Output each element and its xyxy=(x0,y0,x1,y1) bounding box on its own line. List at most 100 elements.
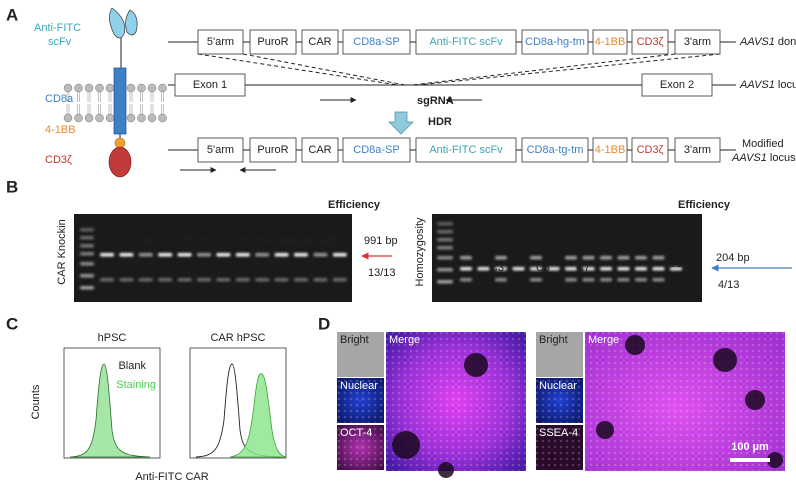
lane-label: C5 xyxy=(178,235,192,247)
efficiency-title: Efficiency xyxy=(678,199,731,211)
gel-band xyxy=(274,253,289,257)
construct-element: CD8a-SP xyxy=(353,36,399,48)
gel-band xyxy=(80,274,94,278)
gel-band xyxy=(80,252,94,256)
construct-box xyxy=(197,137,244,163)
construct-label: AAVS1 donor xyxy=(739,36,796,48)
lipid-head xyxy=(105,83,115,93)
lipid-head xyxy=(84,113,94,123)
gel-band xyxy=(197,278,211,282)
panel-label: A xyxy=(6,5,18,24)
lipid-head xyxy=(158,113,167,123)
gel-band xyxy=(530,256,542,260)
sgrna-label: sgRNA xyxy=(417,95,454,107)
gel-band xyxy=(582,278,595,282)
gel-band xyxy=(437,230,453,234)
panel-label: B xyxy=(6,177,18,196)
gel-band xyxy=(80,286,94,290)
band-size: 204 bp xyxy=(716,252,750,264)
gel-band xyxy=(80,262,94,266)
colony-gap xyxy=(438,462,454,478)
construct-element: 4-1BB xyxy=(595,144,626,156)
construct-box xyxy=(674,137,721,163)
gel-bands xyxy=(80,228,347,290)
channel-label: Bright xyxy=(340,334,369,346)
construct-element: 3'arm xyxy=(684,144,711,156)
lipid-head xyxy=(74,83,83,93)
lipid-head xyxy=(84,83,94,93)
cell-texture xyxy=(337,378,384,423)
construct-element: CD3ζ xyxy=(637,144,664,156)
gel-band xyxy=(635,267,647,271)
gel-band xyxy=(495,256,507,260)
construct-box xyxy=(521,137,589,163)
gel-band xyxy=(255,253,270,257)
receptor-label: CD3ζ xyxy=(45,154,72,166)
micrograph-tile xyxy=(337,332,384,377)
exon-label: Exon 2 xyxy=(660,79,694,91)
gel-band xyxy=(158,278,173,282)
channel-label: Nuclear xyxy=(340,380,378,392)
channel-label: Nuclear xyxy=(539,380,577,392)
lipid-tail xyxy=(150,92,154,114)
gel-band xyxy=(274,278,289,282)
lipid-tail xyxy=(108,92,112,114)
channel-label: Bright xyxy=(539,334,568,346)
gel-band xyxy=(652,278,665,282)
colony-gap xyxy=(392,431,420,459)
lipid-head xyxy=(95,113,104,123)
cell-texture xyxy=(536,425,583,470)
construct-box xyxy=(592,29,628,55)
gel-band xyxy=(437,238,453,242)
axis-label: Counts xyxy=(30,384,42,419)
lipid-head xyxy=(63,113,73,123)
gel-band xyxy=(138,278,153,282)
receptor-diagram xyxy=(63,7,167,178)
efficiency-value: 4/13 xyxy=(718,279,739,291)
gel-band xyxy=(652,267,665,271)
lipid-head xyxy=(105,113,115,123)
construct-element: 4-1BB xyxy=(595,36,626,48)
lane-label: C5 xyxy=(536,262,550,274)
gel-band xyxy=(565,278,577,282)
gel-band xyxy=(635,256,647,260)
lane-label: C6 xyxy=(197,235,211,247)
gel-band xyxy=(313,253,328,257)
plot-title: hPSC xyxy=(98,332,127,344)
lipid-tail xyxy=(161,92,164,114)
gel-band xyxy=(294,278,308,282)
gel-band xyxy=(565,256,577,260)
construct-box xyxy=(631,137,669,163)
micrographs: Bright Nuclear OCT-4 Merge Bright Nuclear SSEA… xyxy=(337,332,785,478)
legend-entry: Staining xyxy=(116,379,156,391)
construct-box xyxy=(197,29,244,55)
construct-element: CAR xyxy=(308,36,331,48)
lipid-head xyxy=(158,83,167,93)
gel-band xyxy=(477,267,490,271)
construct-element: CD8a-SP xyxy=(353,144,399,156)
gel-band xyxy=(119,278,134,282)
panel-label: D xyxy=(318,314,330,333)
gel-band xyxy=(437,256,453,260)
construct-box xyxy=(249,29,297,55)
lane-label: C12 xyxy=(310,235,330,247)
gel-band xyxy=(582,267,595,271)
lipid-head xyxy=(137,113,146,123)
colony-gap xyxy=(625,335,645,355)
construct-box xyxy=(301,137,339,163)
lane-label: C8 xyxy=(236,235,250,247)
axis-label: Anti-FITC CAR xyxy=(135,471,208,483)
construct-box xyxy=(415,29,517,55)
construct-element: CD8a-tg-tm xyxy=(527,144,584,156)
construct-label: AAVS1 locus xyxy=(731,152,796,164)
lipid-head xyxy=(63,83,73,93)
channel-label: SSEA-4 xyxy=(539,427,578,439)
lipid-head xyxy=(126,83,136,93)
lipid-tail xyxy=(77,92,80,114)
receptor-label: CD8a xyxy=(45,93,74,105)
construct-element: Anti-FITC scFv xyxy=(429,36,503,48)
construct-box xyxy=(521,29,589,55)
micrograph-tile xyxy=(536,332,583,377)
gel-band xyxy=(600,278,612,282)
